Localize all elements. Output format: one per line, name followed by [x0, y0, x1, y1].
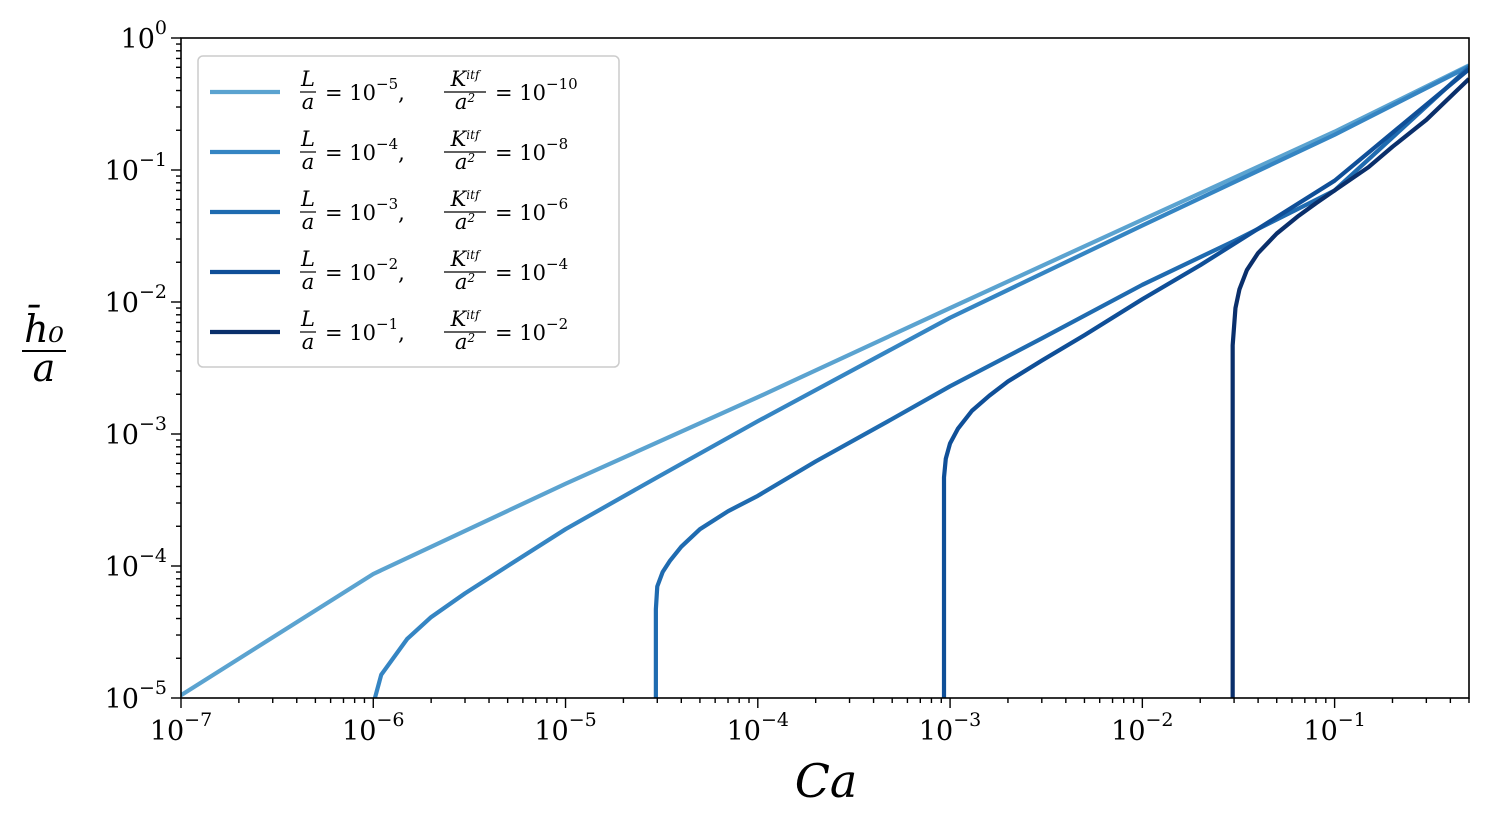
svg-text:L: L: [300, 187, 315, 211]
svg-text:a: a: [302, 270, 315, 294]
x-tick-label: 10−2: [1111, 709, 1173, 747]
y-axis-title-denominator: a: [33, 346, 56, 390]
legend-box: [197, 55, 620, 368]
y-tick-label: 10−4: [105, 545, 167, 583]
x-tick-label: 10−5: [534, 709, 596, 747]
y-tick-label: 10−5: [105, 677, 167, 715]
svg-text:a: a: [302, 150, 315, 174]
y-axis-title: h̄₀ a: [22, 306, 66, 390]
x-tick-label: 10−4: [727, 709, 789, 747]
svg-text:a: a: [302, 90, 315, 114]
series-line-3: [653, 65, 1469, 698]
x-axis: 10−7 10−6 10−5 10−4 10−3 10−2 10−1: [150, 698, 1470, 747]
plot-area: [180, 37, 1470, 699]
y-tick-label: 10−2: [105, 281, 167, 319]
x-tick-label: 10−6: [342, 709, 404, 747]
series-line-5: [1230, 77, 1469, 698]
y-axis: 10−5 10−4 10−3 10−2 10−1 100: [105, 17, 181, 715]
svg-text:L: L: [300, 127, 315, 151]
series-line-2: [372, 64, 1469, 698]
y-axis-title-numerator: h̄₀: [24, 306, 64, 351]
svg-text:L: L: [300, 67, 315, 91]
x-axis-title: Ca: [795, 754, 858, 808]
y-tick-label: 10−1: [105, 149, 167, 187]
svg-text:a: a: [302, 330, 315, 354]
svg-text:L: L: [300, 307, 315, 331]
svg-text:Kitf: Kitf: [450, 127, 482, 151]
svg-text:a: a: [302, 210, 315, 234]
y-tick-label: 100: [121, 17, 167, 55]
plot-frame: [180, 37, 1470, 699]
series-line-4: [941, 67, 1469, 698]
x-tick-label: 10−3: [919, 709, 981, 747]
series-line-1: [181, 63, 1469, 697]
y-tick-label: 10−3: [105, 413, 167, 451]
x-tick-label: 10−1: [1303, 709, 1365, 747]
x-tick-label: 10−7: [150, 709, 212, 747]
svg-text:L: L: [300, 247, 315, 271]
